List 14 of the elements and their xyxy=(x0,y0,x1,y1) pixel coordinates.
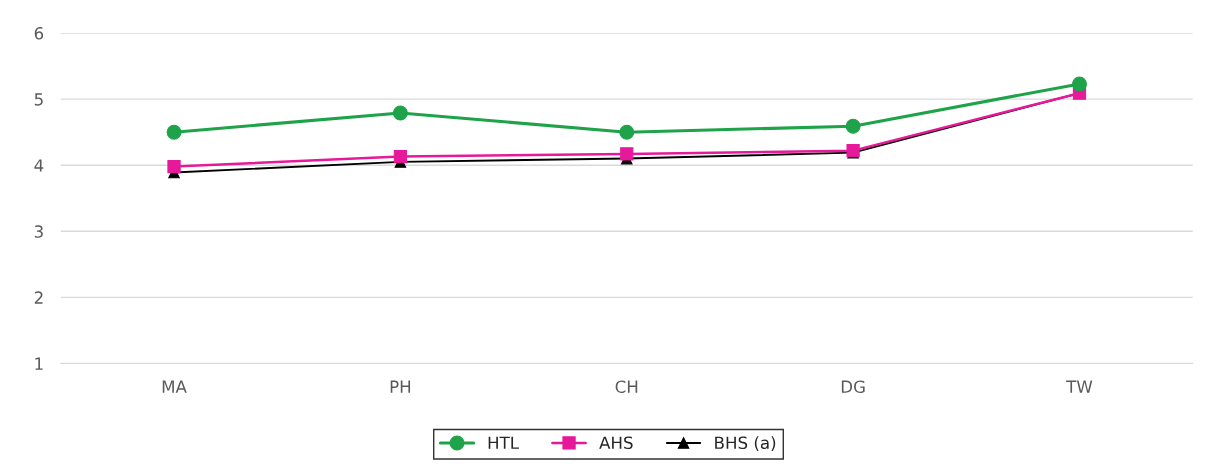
x-tick-label: MA xyxy=(162,380,187,393)
x-tick-label: DG xyxy=(841,380,865,394)
y-tick-label: 2 xyxy=(34,291,43,304)
y-tick-label: 5 xyxy=(34,93,43,106)
y-tick-label: 3 xyxy=(34,225,43,238)
x-tick-label: PH xyxy=(390,380,411,393)
y-tick-label: 4 xyxy=(34,159,44,172)
legend-label: HTL xyxy=(488,436,519,449)
x-tick-label: CH xyxy=(615,380,638,394)
legend-label: AHS xyxy=(599,436,633,450)
legend-label: BHS (a) xyxy=(715,436,776,452)
x-tick-label: TW xyxy=(1066,380,1093,393)
y-tick-label: 6 xyxy=(34,27,44,40)
y-tick-label: 1 xyxy=(35,357,43,370)
